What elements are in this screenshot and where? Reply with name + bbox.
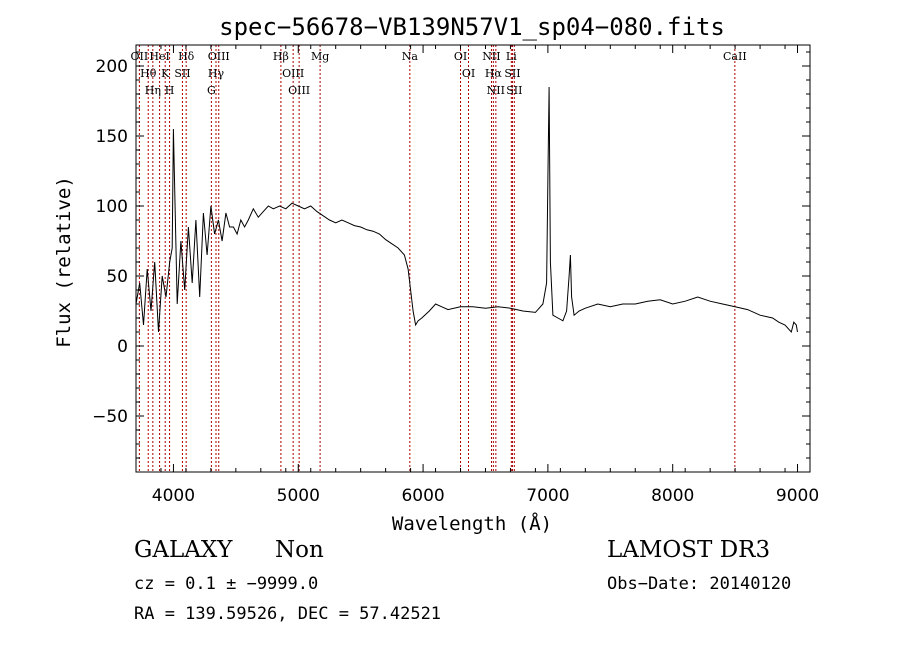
spectral-line-label: SII bbox=[174, 67, 190, 80]
spectral-line-label: Hθ bbox=[140, 67, 157, 80]
x-tick-label: 9000 bbox=[776, 486, 819, 506]
spectral-line-label: OI bbox=[454, 50, 467, 63]
plot-frame bbox=[135, 44, 811, 473]
y-tick-label: 150 bbox=[96, 127, 128, 147]
obs-date: Obs−Date: 20140120 bbox=[607, 574, 792, 594]
x-axis-label: Wavelength (Å) bbox=[392, 512, 552, 535]
y-tick-label: 100 bbox=[96, 197, 128, 217]
y-axis-label: Flux (relative) bbox=[53, 176, 75, 348]
spectral-line-label: H bbox=[165, 84, 175, 97]
spectral-line-label: SII bbox=[506, 84, 522, 97]
x-tick-label: 4000 bbox=[152, 486, 195, 506]
spectrum-line bbox=[135, 86, 798, 334]
y-tick-label: 50 bbox=[106, 267, 128, 287]
object-subclass: Non bbox=[275, 537, 324, 563]
spectral-line-label: Hδ bbox=[178, 50, 195, 63]
spectral-line-label: Hβ bbox=[273, 50, 289, 63]
spectral-line-label: OI bbox=[462, 67, 475, 80]
spectral-line-markers bbox=[138, 45, 736, 472]
y-tick-label: −50 bbox=[92, 407, 128, 427]
y-axis: −50 0 50 100 150 200 bbox=[92, 51, 810, 459]
spectral-line-label: HeI bbox=[149, 50, 169, 63]
spectral-line-label: Hα bbox=[485, 67, 503, 80]
chart-title: spec−56678−VB139N57V1_sp04−080.fits bbox=[219, 13, 725, 41]
spectral-line-label: OIII bbox=[282, 67, 304, 80]
redshift-label: cz = 0.1 ± −9999.0 bbox=[134, 574, 319, 594]
survey-name: LAMOST DR3 bbox=[607, 537, 771, 563]
x-tick-label: 7000 bbox=[526, 486, 569, 506]
spectral-line-label: Mg bbox=[311, 50, 329, 63]
spectral-line-label: Li bbox=[506, 50, 517, 63]
object-class: GALAXY bbox=[134, 537, 233, 563]
spectral-line-labels: OII Hθ Hη HeI KH Hδ SII OIII Hγ G Hβ OIII OIII Mg Na OI… bbox=[131, 50, 747, 97]
x-tick-label: 8000 bbox=[651, 486, 694, 506]
spectrum-series bbox=[135, 86, 798, 334]
spectral-line-label: Na bbox=[402, 50, 419, 63]
spectral-line-label: CaII bbox=[723, 50, 747, 63]
x-tick-label: 6000 bbox=[401, 486, 444, 506]
y-tick-label: 200 bbox=[96, 57, 128, 77]
spectral-line-label: Hγ bbox=[208, 67, 225, 80]
x-axis: 4000 5000 6000 7000 8000 9000 bbox=[135, 45, 819, 506]
radec-label: RA = 139.59526, DEC = 57.42521 bbox=[134, 604, 442, 624]
spectral-line-label: SII bbox=[504, 67, 520, 80]
spectral-line-label: K bbox=[161, 67, 170, 80]
spectral-line-label: NII bbox=[487, 84, 505, 97]
spectral-line-label: OIII bbox=[208, 50, 230, 63]
spectral-line-label: NII bbox=[482, 50, 500, 63]
spectral-line-label: G bbox=[207, 84, 216, 97]
y-tick-label: 0 bbox=[117, 337, 128, 357]
spectral-line-label: OIII bbox=[288, 84, 310, 97]
x-tick-label: 5000 bbox=[277, 486, 320, 506]
spectral-line-label: OII bbox=[131, 50, 149, 63]
spectral-line-label: Hη bbox=[145, 84, 161, 97]
